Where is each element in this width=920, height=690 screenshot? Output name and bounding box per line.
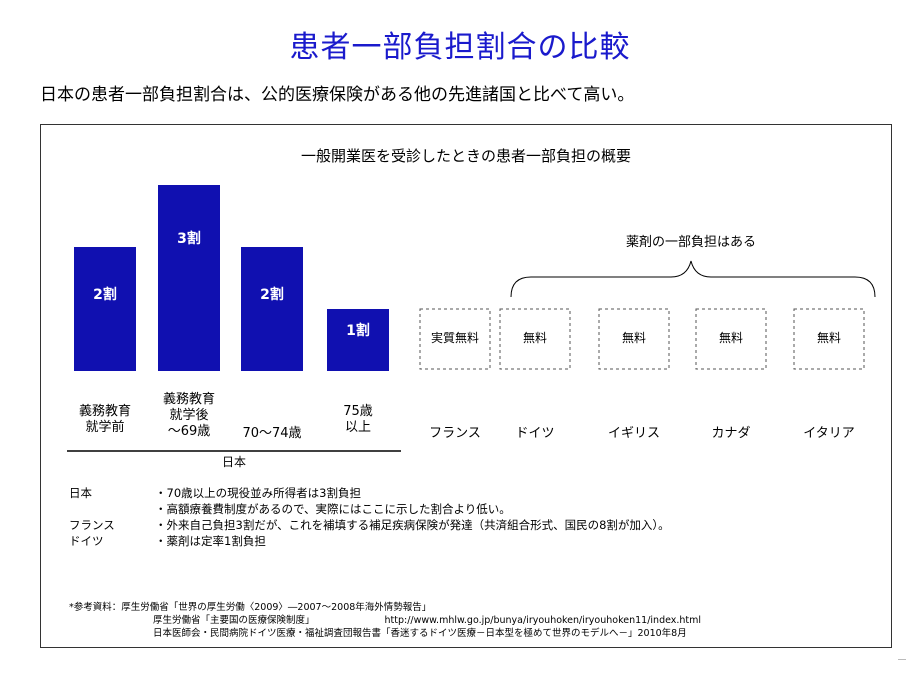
bar [241,247,303,371]
reference-text: 厚生労働省「主要国の医療保険制度」 [153,615,315,626]
category-label: ドイツ [515,426,554,441]
chart-title: 一般開業医を受診したときの患者一部負担の概要 [300,147,631,165]
note-key: ドイツ [69,534,104,548]
category-label: イギリス [608,426,660,441]
category-label: 義務教育 [163,391,215,407]
note-key [69,501,155,517]
notes: 日本 ・70歳以上の現役並み所得者は3割負担 ・高額療養費制度があるので、実際に… [69,485,670,549]
note-row: ・高額療養費制度があるので、実際にはここに示した割合より低い。 [69,501,670,517]
bracket-label: 薬剤の一部負担はある [626,234,756,250]
note-row: フランス ・外来自己負担3割だが、これを補填する補足疾病保険が発達（共済組合形式… [69,517,670,533]
zero-burden-box [419,308,491,370]
reference-url: http://www.mhlw.go.jp/bunya/iryouhoken/i… [384,615,702,626]
zero-burden-box [598,308,670,370]
reference-text: 日本医師会・民間病院ドイツ医療・福祉調査団報告書「香迷するドイツ医療－日本型を極… [153,628,687,639]
note-text: ・外来自己負担3割だが、これを補填する補足疾病保険が発達（共済組合形式、国民の8… [155,518,670,532]
slide-subtitle: 日本の患者一部負担割合は、公的医療保険がある他の先進諸国と比べて高い。 [40,85,635,105]
note-text: ・70歳以上の現役並み所得者は3割負担 [155,486,361,500]
reference-indent [69,627,153,640]
bar [74,247,136,371]
zero-burden-label: 無料 [622,330,646,345]
zero-burden-box [499,308,571,370]
bar [327,309,389,371]
divider [898,659,906,660]
bar-value-label: 2割 [260,286,284,303]
reference-text: *参考資料：厚生労働省「世界の厚生労働〈2009〉―2007～2008年海外情勢… [69,602,432,613]
group-bracket [510,260,876,298]
bar-value-label: 1割 [346,322,370,339]
zero-burden-box [695,308,767,370]
note-text: ・薬剤は定率1割負担 [155,534,266,548]
note-text: ・高額療養費制度があるので、実際にはここに示した割合より低い。 [155,502,511,516]
category-label: ～69歳 [168,424,211,439]
note-key: 日本 [69,486,92,500]
category-label: イタリア [803,426,854,441]
note-row: 日本 ・70歳以上の現役並み所得者は3割負担 [69,485,670,501]
zero-burden-label: 無料 [817,330,841,345]
category-label: 70～74歳 [242,426,301,441]
note-key: フランス [69,518,115,532]
bar-chart: 2割義務教育就学前3割義務教育就学後～69歳2割70～74歳1割75歳以上実質無… [67,185,876,469]
zero-burden-label: 無料 [719,330,743,345]
bar-value-label: 3割 [177,230,201,247]
category-label: 以上 [345,420,371,435]
note-row: ドイツ ・薬剤は定率1割負担 [69,533,670,549]
zero-burden-label: 無料 [523,330,547,345]
chart-panel: 一般開業医を受診したときの患者一部負担の概要 2割 義務教育 就学前 3割 義務教育 就学… [40,124,892,648]
category-label: 75歳 [343,404,373,419]
category-label: 就学前 [85,419,124,435]
category-label: フランス [429,426,481,441]
references: *参考資料：厚生労働省「世界の厚生労働〈2009〉―2007～2008年海外情勢… [69,601,701,640]
zero-burden-box [793,308,865,370]
category-label: 就学後 [169,407,208,423]
zero-burden-label: 実質無料 [431,330,479,345]
group-label: 日本 [222,455,246,469]
bar-value-label: 2割 [93,286,117,303]
reference-line: *参考資料：厚生労働省「世界の厚生労働〈2009〉―2007～2008年海外情勢… [69,601,701,614]
category-label: 義務教育 [79,403,131,419]
reference-line: 厚生労働省「主要国の医療保険制度」 http://www.mhlw.go.jp/… [69,614,701,627]
slide-title: 患者一部負担割合の比較 [289,30,631,65]
category-label: カナダ [711,426,750,441]
bar [158,185,220,371]
reference-indent [69,614,153,627]
reference-line: 日本医師会・民間病院ドイツ医療・福祉調査団報告書「香迷するドイツ医療－日本型を極… [69,627,701,640]
